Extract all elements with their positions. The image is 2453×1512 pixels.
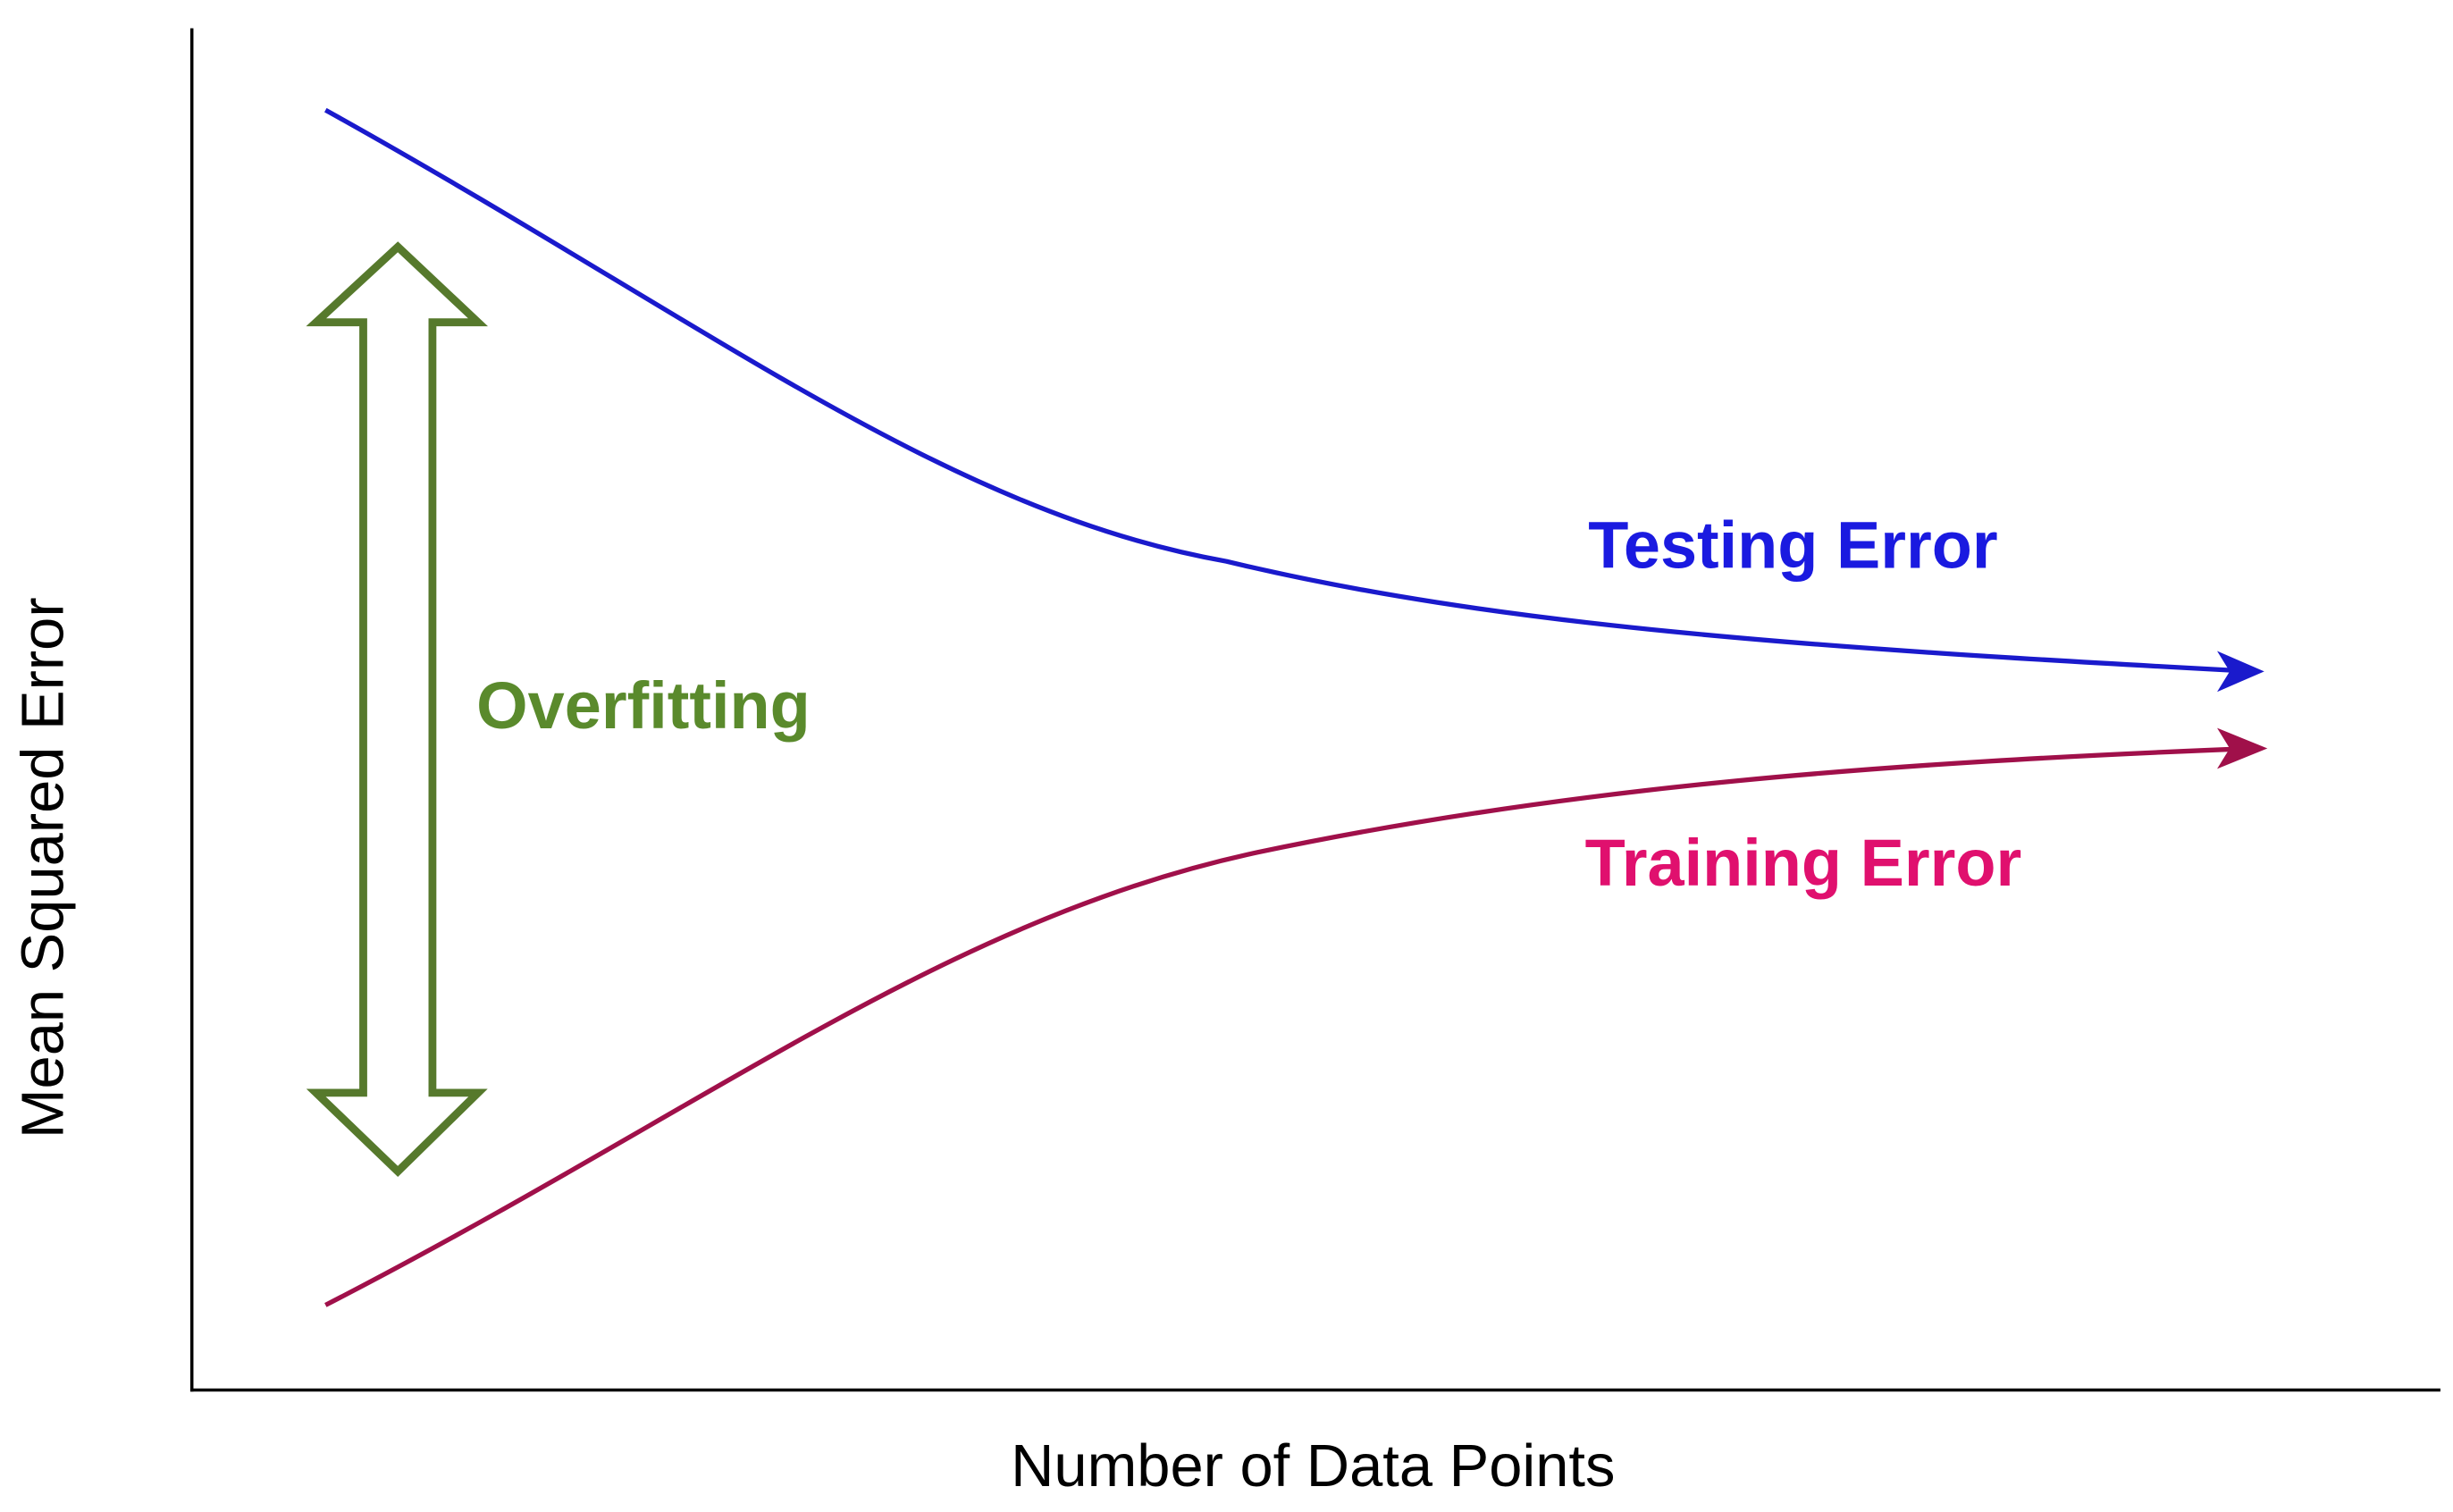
annotation: Overfitting [476, 668, 811, 743]
y-axis-label: Mean Squared Error [9, 597, 76, 1138]
curve-label: Training Error [1585, 826, 2022, 900]
training-arrowhead [2217, 727, 2268, 769]
overfitting-arrow [306, 241, 489, 1178]
testing-arrowhead [2217, 651, 2264, 693]
curve-label: Testing Error [1588, 508, 1997, 582]
x-axis-label: Number of Data Points [1011, 1432, 1615, 1499]
testing-error-curve [323, 107, 2254, 678]
training-error-curve [324, 745, 2252, 1307]
